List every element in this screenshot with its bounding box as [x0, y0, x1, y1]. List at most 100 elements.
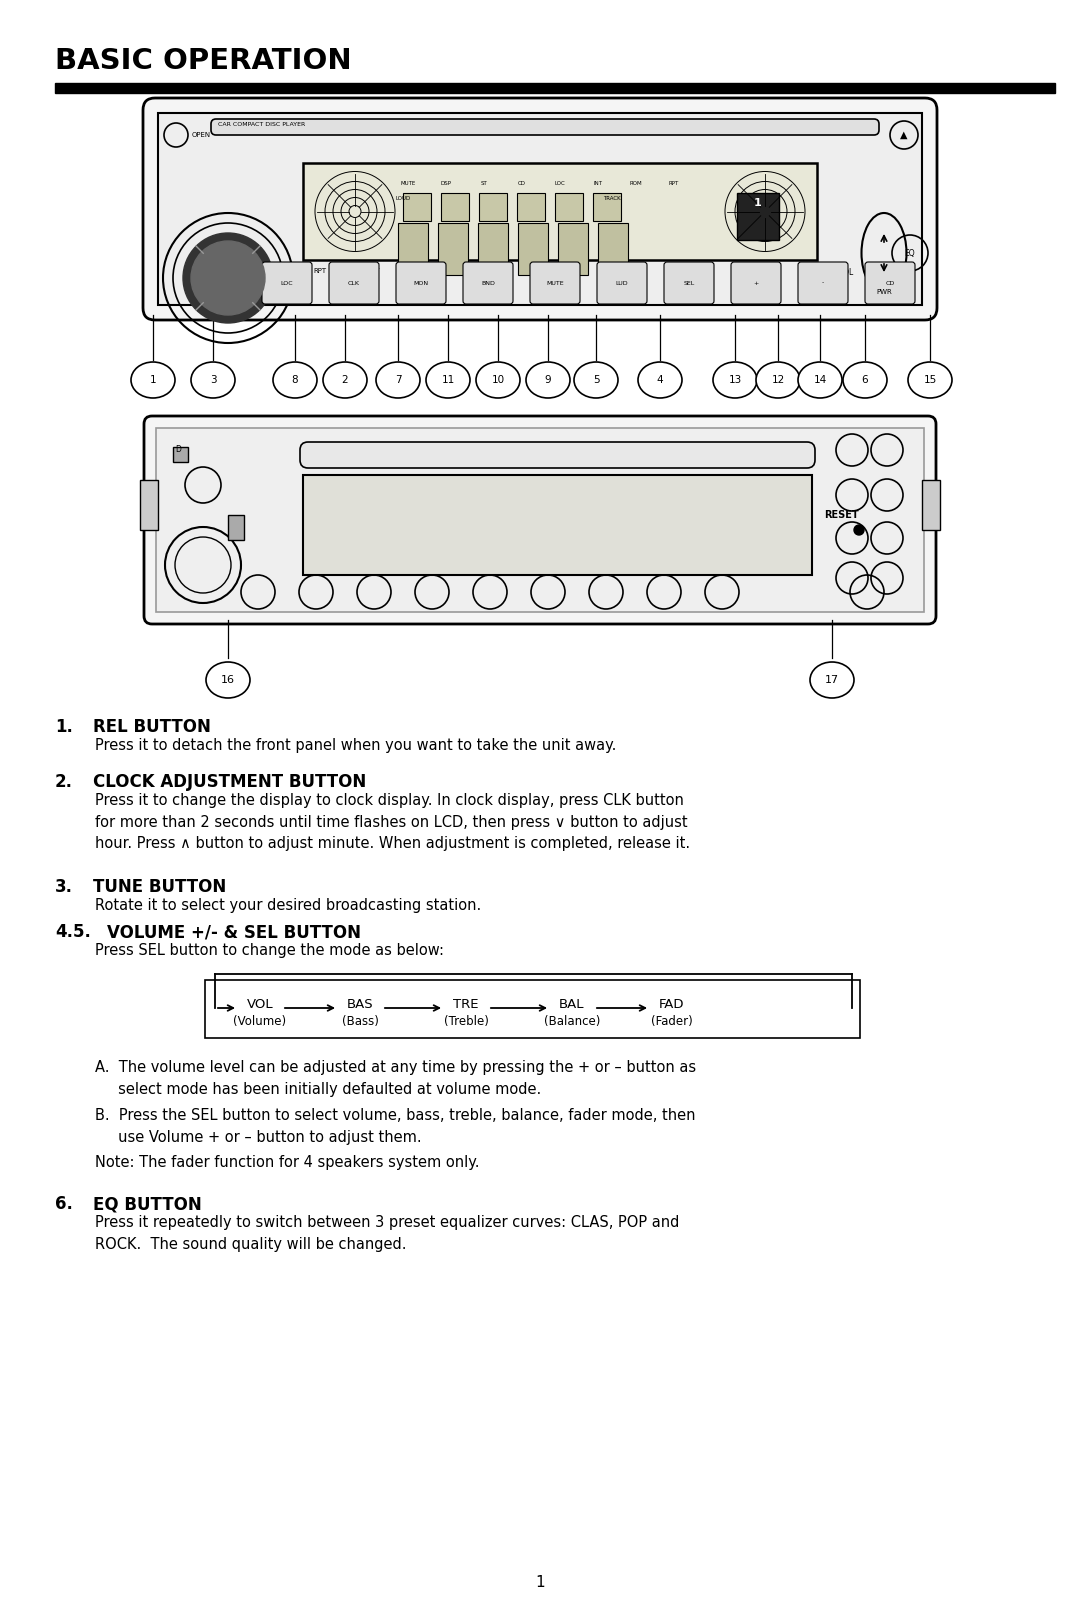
Text: 1: 1	[754, 197, 761, 209]
Ellipse shape	[476, 362, 519, 398]
Text: BASIC OPERATION: BASIC OPERATION	[55, 47, 352, 74]
Text: 16: 16	[221, 675, 235, 684]
Text: SEL: SEL	[684, 280, 694, 285]
Text: OPEN: OPEN	[192, 133, 211, 138]
Text: Press SEL button to change the mode as below:: Press SEL button to change the mode as b…	[95, 943, 444, 958]
Text: 6: 6	[862, 375, 868, 385]
Text: LOC: LOC	[281, 280, 294, 285]
Text: LOUD: LOUD	[396, 196, 411, 201]
Text: (Treble): (Treble)	[444, 1014, 488, 1027]
Text: (Bass): (Bass)	[341, 1014, 378, 1027]
Text: 6.: 6.	[55, 1196, 72, 1214]
Text: REL BUTTON: REL BUTTON	[93, 718, 211, 736]
Text: ST: ST	[481, 181, 487, 186]
Text: A.  The volume level can be adjusted at any time by pressing the + or – button a: A. The volume level can be adjusted at a…	[95, 1060, 697, 1097]
Bar	[205, 981, 860, 1039]
Text: +: +	[754, 280, 758, 285]
Text: B.  Press the SEL button to select volume, bass, treble, balance, fader mode, th: B. Press the SEL button to select volume…	[95, 1108, 696, 1144]
Text: INT: INT	[594, 181, 603, 186]
Text: (Balance): (Balance)	[544, 1014, 600, 1027]
Bar	[517, 193, 545, 222]
FancyBboxPatch shape	[396, 262, 446, 304]
Text: 13: 13	[728, 375, 742, 385]
Text: Press it to detach the front panel when you want to take the unit away.: Press it to detach the front panel when …	[95, 738, 617, 752]
Bar	[737, 193, 779, 239]
Bar	[228, 515, 244, 540]
Text: (Volume): (Volume)	[233, 1014, 286, 1027]
Text: VOL: VOL	[839, 269, 854, 277]
Bar	[55, 83, 1055, 92]
Text: RPT: RPT	[313, 269, 326, 273]
Text: EQ BUTTON: EQ BUTTON	[93, 1196, 202, 1214]
FancyBboxPatch shape	[664, 262, 714, 304]
Ellipse shape	[638, 362, 681, 398]
Ellipse shape	[206, 662, 249, 697]
Text: CD: CD	[518, 181, 526, 186]
Circle shape	[183, 233, 273, 324]
Ellipse shape	[131, 362, 175, 398]
Bar	[441, 193, 469, 222]
Bar	[158, 113, 922, 306]
Bar	[303, 163, 816, 260]
Bar	[598, 223, 627, 275]
Text: 10: 10	[491, 375, 504, 385]
Circle shape	[191, 241, 265, 316]
Text: 11: 11	[442, 375, 455, 385]
Text: ▲: ▲	[901, 129, 908, 141]
FancyBboxPatch shape	[211, 120, 879, 134]
Text: TUNE BUTTON: TUNE BUTTON	[93, 879, 226, 896]
Ellipse shape	[713, 362, 757, 398]
Text: 9: 9	[544, 375, 551, 385]
Bar	[478, 223, 508, 275]
Text: PWR: PWR	[876, 290, 892, 294]
FancyBboxPatch shape	[329, 262, 379, 304]
Text: TRE: TRE	[454, 998, 478, 1011]
Text: 2: 2	[341, 375, 349, 385]
Text: 14: 14	[813, 375, 826, 385]
Bar	[593, 193, 621, 222]
Bar	[438, 223, 468, 275]
Text: RESET: RESET	[824, 510, 859, 519]
Text: DSP: DSP	[441, 181, 451, 186]
FancyBboxPatch shape	[300, 442, 815, 468]
Text: Press it repeatedly to switch between 3 preset equalizer curves: CLAS, POP and
R: Press it repeatedly to switch between 3 …	[95, 1215, 679, 1252]
Circle shape	[854, 524, 864, 536]
Text: Press it to change the display to clock display. In clock display, press CLK but: Press it to change the display to clock …	[95, 793, 690, 851]
Text: VOLUME +/- & SEL BUTTON: VOLUME +/- & SEL BUTTON	[107, 922, 361, 942]
FancyBboxPatch shape	[463, 262, 513, 304]
FancyBboxPatch shape	[798, 262, 848, 304]
Ellipse shape	[843, 362, 887, 398]
Bar	[555, 193, 583, 222]
Ellipse shape	[191, 362, 235, 398]
Text: VOL: VOL	[246, 998, 273, 1011]
Ellipse shape	[908, 362, 951, 398]
Text: MUTE: MUTE	[546, 280, 564, 285]
Bar	[156, 429, 924, 612]
Text: EQ: EQ	[905, 249, 916, 257]
Text: 15: 15	[923, 375, 936, 385]
Ellipse shape	[573, 362, 618, 398]
Bar	[403, 193, 431, 222]
Text: 17: 17	[825, 675, 839, 684]
Bar	[480, 193, 507, 222]
Bar	[173, 447, 188, 463]
Text: BAS: BAS	[347, 998, 374, 1011]
Text: RDM: RDM	[551, 269, 569, 277]
FancyBboxPatch shape	[731, 262, 781, 304]
Text: 5: 5	[593, 375, 599, 385]
Text: BAL: BAL	[559, 998, 584, 1011]
Ellipse shape	[426, 362, 470, 398]
Text: CAR COMPACT DISC PLAYER: CAR COMPACT DISC PLAYER	[218, 121, 306, 126]
Text: MUTE: MUTE	[401, 181, 416, 186]
Bar	[558, 223, 588, 275]
Text: CD: CD	[886, 280, 894, 285]
Text: 3.: 3.	[55, 879, 73, 896]
Text: Rotate it to select your desired broadcasting station.: Rotate it to select your desired broadca…	[95, 898, 482, 913]
Text: 2.: 2.	[55, 773, 73, 791]
Ellipse shape	[273, 362, 318, 398]
Ellipse shape	[526, 362, 570, 398]
FancyBboxPatch shape	[262, 262, 312, 304]
Text: CLK: CLK	[348, 280, 360, 285]
Text: 4.5.: 4.5.	[55, 922, 91, 942]
Text: 12: 12	[771, 375, 785, 385]
